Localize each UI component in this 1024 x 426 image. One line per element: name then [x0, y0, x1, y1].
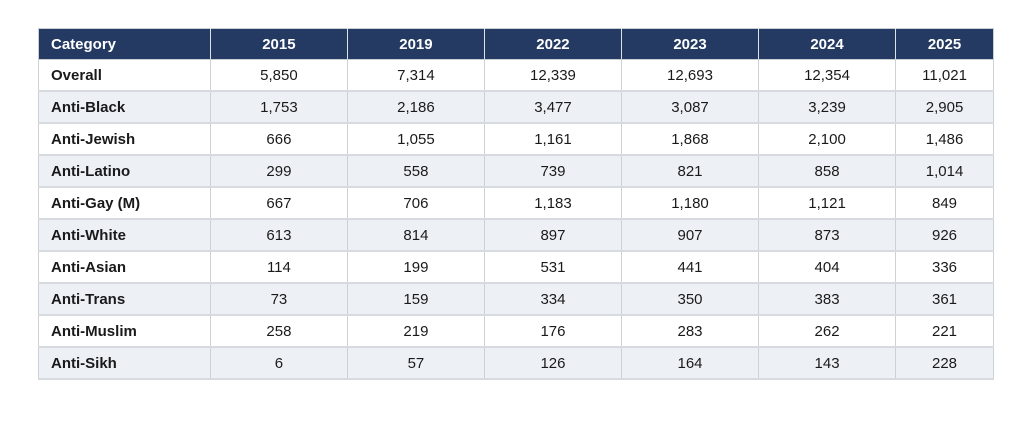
value-cell: 11,021: [895, 59, 994, 92]
value-cell: 897: [484, 219, 622, 252]
value-cell: 926: [895, 219, 994, 252]
table-body: Overall 5,850 7,314 12,339 12,693 12,354 11,02…: [38, 59, 994, 380]
value-cell: 739: [484, 155, 622, 188]
value-cell: 336: [895, 251, 994, 284]
category-cell: Anti-Sikh: [38, 347, 211, 380]
hate-crime-statistics-table: Category 2015 2019 2022 2023 2024 2025 Overall…: [38, 28, 994, 380]
value-cell: 164: [621, 347, 760, 380]
category-cell: Anti-Asian: [38, 251, 211, 284]
table-row-overall: Overall 5,850 7,314 12,339 12,693 12,354 11,02…: [38, 59, 994, 92]
value-cell: 114: [210, 251, 348, 284]
value-cell: 12,339: [484, 59, 622, 92]
value-cell: 299: [210, 155, 348, 188]
value-cell: 12,693: [621, 59, 760, 92]
value-cell: 12,354: [758, 59, 897, 92]
column-header-2019: 2019: [347, 28, 485, 60]
value-cell: 176: [484, 315, 622, 348]
value-cell: 334: [484, 283, 622, 316]
table-row-anti-jewish: Anti-Jewish 666 1,055 1,161 1,868 2,100 1,486: [38, 123, 994, 156]
value-cell: 57: [347, 347, 485, 380]
value-cell: 613: [210, 219, 348, 252]
value-cell: 73: [210, 283, 348, 316]
value-cell: 873: [758, 219, 897, 252]
value-cell: 2,186: [347, 91, 485, 124]
value-cell: 262: [758, 315, 897, 348]
value-cell: 3,087: [621, 91, 760, 124]
value-cell: 2,100: [758, 123, 897, 156]
column-header-2022: 2022: [484, 28, 622, 60]
header-row: Category 2015 2019 2022 2023 2024 2025: [38, 28, 994, 60]
table-row-anti-sikh: Anti-Sikh 6 57 126 164 143 228: [38, 347, 994, 380]
value-cell: 221: [895, 315, 994, 348]
value-cell: 1,183: [484, 187, 622, 220]
value-cell: 143: [758, 347, 897, 380]
table-row-anti-trans: Anti-Trans 73 159 334 350 383 361: [38, 283, 994, 316]
value-cell: 6: [210, 347, 348, 380]
value-cell: 283: [621, 315, 760, 348]
value-cell: 814: [347, 219, 485, 252]
value-cell: 666: [210, 123, 348, 156]
value-cell: 907: [621, 219, 760, 252]
value-cell: 3,477: [484, 91, 622, 124]
value-cell: 1,014: [895, 155, 994, 188]
column-header-category: Category: [38, 28, 211, 60]
category-cell: Overall: [38, 59, 211, 92]
table-row-anti-white: Anti-White 613 814 897 907 873 926: [38, 219, 994, 252]
value-cell: 7,314: [347, 59, 485, 92]
category-cell: Anti-Gay (M): [38, 187, 211, 220]
value-cell: 1,486: [895, 123, 994, 156]
column-header-2023: 2023: [621, 28, 760, 60]
column-header-2024: 2024: [758, 28, 897, 60]
column-header-2015: 2015: [210, 28, 348, 60]
value-cell: 1,121: [758, 187, 897, 220]
value-cell: 228: [895, 347, 994, 380]
table-row-anti-asian: Anti-Asian 114 199 531 441 404 336: [38, 251, 994, 284]
value-cell: 1,055: [347, 123, 485, 156]
category-cell: Anti-Trans: [38, 283, 211, 316]
value-cell: 1,161: [484, 123, 622, 156]
value-cell: 159: [347, 283, 485, 316]
value-cell: 219: [347, 315, 485, 348]
category-cell: Anti-Black: [38, 91, 211, 124]
value-cell: 531: [484, 251, 622, 284]
value-cell: 858: [758, 155, 897, 188]
value-cell: 849: [895, 187, 994, 220]
category-cell: Anti-Jewish: [38, 123, 211, 156]
column-header-2025: 2025: [895, 28, 994, 60]
value-cell: 441: [621, 251, 760, 284]
table-row-anti-gay-m-: Anti-Gay (M) 667 706 1,183 1,180 1,121 849: [38, 187, 994, 220]
category-cell: Anti-Muslim: [38, 315, 211, 348]
value-cell: 258: [210, 315, 348, 348]
value-cell: 126: [484, 347, 622, 380]
value-cell: 667: [210, 187, 348, 220]
value-cell: 706: [347, 187, 485, 220]
table-row-anti-black: Anti-Black 1,753 2,186 3,477 3,087 3,239 2,905: [38, 91, 994, 124]
value-cell: 199: [347, 251, 485, 284]
value-cell: 1,180: [621, 187, 760, 220]
value-cell: 383: [758, 283, 897, 316]
value-cell: 1,753: [210, 91, 348, 124]
value-cell: 404: [758, 251, 897, 284]
value-cell: 1,868: [621, 123, 760, 156]
value-cell: 361: [895, 283, 994, 316]
value-cell: 821: [621, 155, 760, 188]
table-row-anti-latino: Anti-Latino 299 558 739 821 858 1,014: [38, 155, 994, 188]
category-cell: Anti-White: [38, 219, 211, 252]
value-cell: 2,905: [895, 91, 994, 124]
value-cell: 558: [347, 155, 485, 188]
table-row-anti-muslim: Anti-Muslim 258 219 176 283 262 221: [38, 315, 994, 348]
category-cell: Anti-Latino: [38, 155, 211, 188]
value-cell: 5,850: [210, 59, 348, 92]
value-cell: 350: [621, 283, 760, 316]
value-cell: 3,239: [758, 91, 897, 124]
